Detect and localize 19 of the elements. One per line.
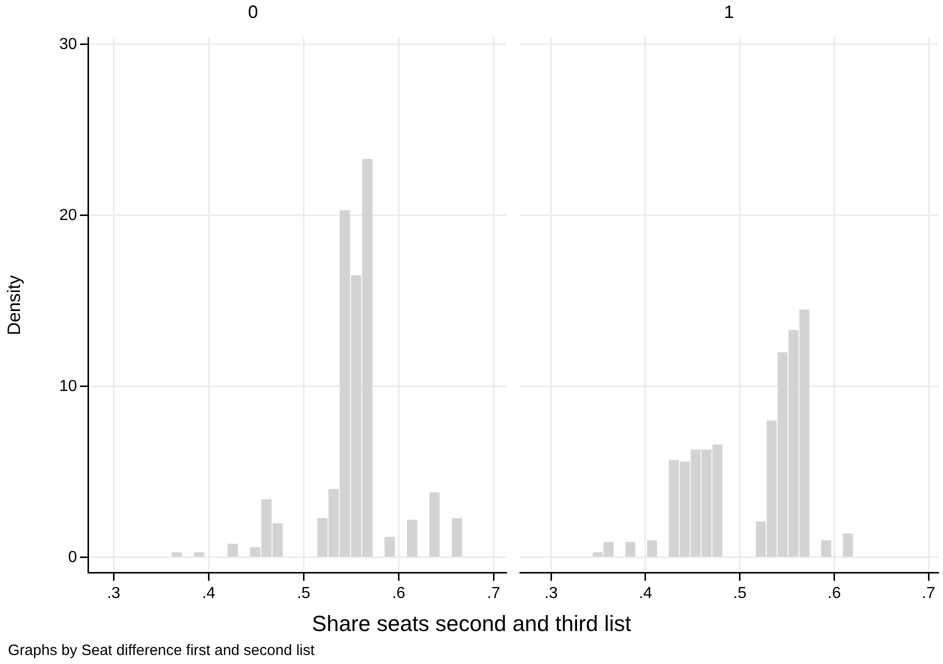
chart-title: 1 <box>724 2 734 22</box>
x-tick-label: .5 <box>296 584 310 602</box>
chart-title: 0 <box>248 2 258 22</box>
x-tick-label: .6 <box>392 584 406 602</box>
x-axis-title: Share seats second and third list <box>310 611 632 637</box>
x-tick-label: .7 <box>486 584 500 602</box>
y-axis-title: Density <box>4 275 24 336</box>
y-tick-label: 20 <box>59 206 78 224</box>
x-tick-label: .3 <box>544 584 558 602</box>
x-tick-label: .7 <box>922 584 936 602</box>
y-tick-label: 10 <box>59 378 78 395</box>
x-tick-label: .6 <box>828 584 841 602</box>
x-tick-label: .4 <box>638 584 652 602</box>
x-tick-label: .5 <box>733 584 747 602</box>
y-tick-label: 0 <box>68 548 78 566</box>
x-tick-label: .3 <box>106 584 120 602</box>
x-tick-label: .4 <box>202 584 216 602</box>
text: Graphs by Seat difference first and second list <box>8 642 315 659</box>
y-tick-label: 30 <box>59 36 78 53</box>
